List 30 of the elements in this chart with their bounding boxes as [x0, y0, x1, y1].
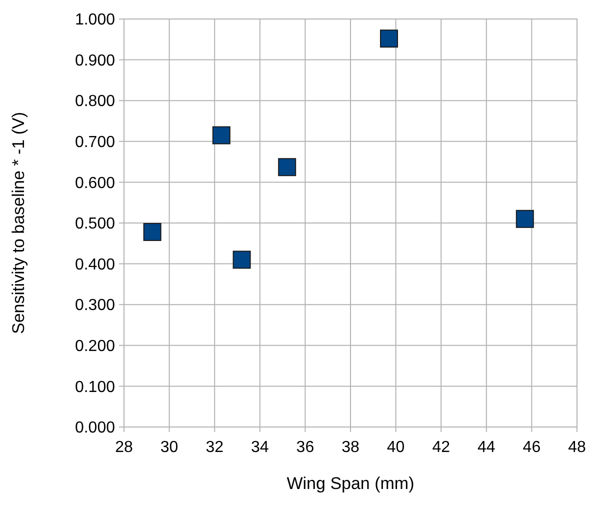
y-tick-label: 0.600: [74, 174, 116, 192]
point: [380, 30, 398, 48]
point: [516, 210, 534, 228]
x-tick-label: 46: [522, 439, 541, 456]
point: [143, 222, 162, 241]
x-tick-label: 28: [115, 439, 133, 456]
y-tick-label: 0.200: [74, 338, 116, 355]
y-axis-title: Sensitivity to baseline * -1 (V): [9, 112, 28, 334]
y-tick-label: 0.700: [74, 134, 116, 151]
x-tick-label: 34: [251, 439, 269, 456]
y-tick-label: 0.500: [74, 216, 116, 233]
x-tick-label: 30: [160, 439, 178, 456]
x-tick-label: 32: [206, 439, 224, 456]
x-tick-label: 36: [296, 439, 314, 456]
x-tick-label: 38: [342, 439, 360, 456]
x-tick-label: 42: [432, 439, 450, 456]
y-tick-label: 0.800: [74, 93, 116, 110]
y-tick-label: 0.300: [74, 297, 116, 314]
point: [278, 158, 296, 176]
point: [232, 250, 251, 269]
x-axis-title: Wing Span (mm): [286, 474, 414, 493]
x-tick-label: 40: [386, 439, 405, 456]
x-tick-label: 48: [568, 439, 586, 456]
y-tick-label: 1.000: [74, 12, 116, 29]
y-tick-label: 0.000: [74, 420, 116, 437]
point: [212, 126, 230, 144]
x-tick-label: 44: [478, 439, 496, 456]
y-tick-label: 0.400: [74, 256, 116, 274]
y-tick-label: 0.100: [74, 378, 116, 396]
y-tick-label: 0.900: [74, 52, 116, 70]
